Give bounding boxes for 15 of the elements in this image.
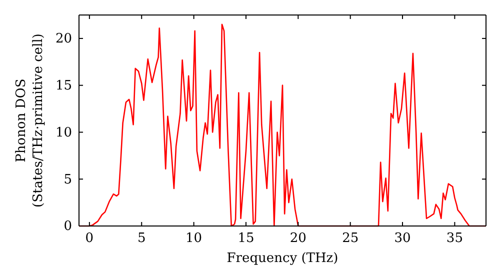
x-tick-label: 30: [394, 231, 411, 246]
y-tick-label: 10: [55, 125, 72, 140]
x-tick-label: 0: [85, 231, 94, 246]
x-tick-label: 5: [137, 231, 146, 246]
x-tick-label: 15: [238, 231, 254, 246]
y-tick-label: 15: [55, 78, 72, 94]
x-axis-title: Frequency (THz): [226, 251, 338, 266]
x-tick-label: 20: [290, 231, 306, 246]
y-tick-label: 20: [55, 32, 72, 47]
x-tick-label: 25: [342, 231, 359, 246]
y-tick-label: 0: [64, 219, 72, 234]
x-tick-label: 35: [446, 231, 463, 246]
y-axis-title: Phonon DOS (States/THz·primitive cell): [14, 33, 46, 208]
x-tick-label: 10: [186, 231, 202, 246]
y-tick-label: 5: [64, 172, 72, 188]
